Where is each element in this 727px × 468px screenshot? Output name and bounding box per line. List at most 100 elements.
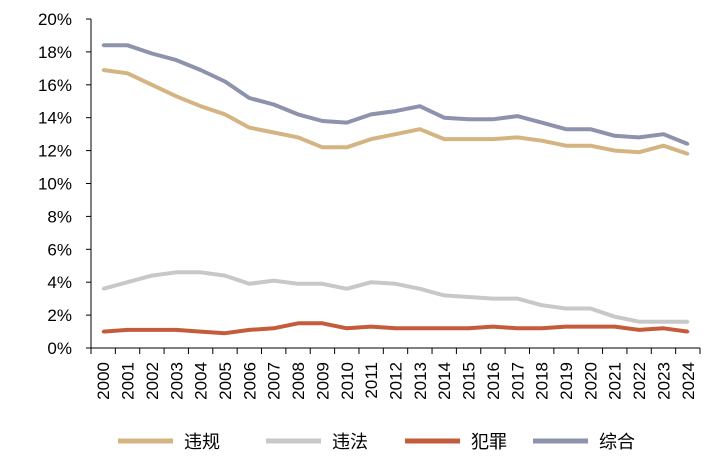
data-point bbox=[320, 145, 324, 149]
data-point bbox=[491, 137, 495, 141]
data-point bbox=[686, 330, 690, 334]
x-tick-label: 2015 bbox=[460, 362, 479, 400]
x-tick-label: 2024 bbox=[679, 362, 698, 400]
data-point bbox=[686, 152, 690, 156]
y-tick-label: 14% bbox=[38, 109, 72, 128]
x-tick-label: 2003 bbox=[167, 362, 186, 400]
data-point bbox=[199, 330, 203, 334]
x-tick-label: 2005 bbox=[216, 362, 235, 400]
data-point bbox=[272, 279, 276, 283]
data-point bbox=[613, 315, 617, 319]
legend-label-2: 犯罪 bbox=[471, 432, 507, 453]
x-tick-label: 2023 bbox=[654, 362, 673, 400]
y-tick-label: 16% bbox=[38, 76, 72, 95]
data-point bbox=[126, 71, 129, 75]
data-point bbox=[491, 117, 495, 121]
x-tick-label: 2009 bbox=[313, 362, 332, 400]
data-point bbox=[613, 134, 617, 138]
legend: 违规 违法 犯罪 综合 bbox=[118, 432, 635, 453]
data-point bbox=[272, 131, 276, 134]
data-point bbox=[272, 326, 276, 330]
data-point bbox=[223, 331, 227, 335]
data-point bbox=[345, 287, 349, 291]
data-point bbox=[540, 139, 544, 143]
y-tick-label: 12% bbox=[38, 142, 72, 161]
data-point bbox=[540, 303, 544, 307]
data-point bbox=[345, 145, 349, 149]
data-point bbox=[199, 68, 203, 72]
data-point bbox=[491, 325, 495, 329]
data-point bbox=[442, 116, 446, 120]
x-tick-label: 2004 bbox=[192, 362, 211, 400]
legend-label-1: 违法 bbox=[332, 432, 368, 453]
data-point bbox=[564, 144, 568, 148]
x-tick-label: 2022 bbox=[630, 362, 649, 400]
data-point bbox=[394, 109, 397, 113]
data-point bbox=[150, 52, 154, 55]
data-point bbox=[491, 297, 495, 301]
data-point bbox=[272, 103, 276, 106]
data-point bbox=[150, 274, 154, 278]
data-point bbox=[369, 325, 373, 329]
data-point bbox=[564, 307, 568, 310]
data-point bbox=[101, 330, 105, 334]
data-point bbox=[199, 270, 203, 274]
data-point bbox=[320, 282, 324, 286]
data-point bbox=[662, 144, 665, 148]
data-point bbox=[467, 295, 471, 299]
data-point bbox=[101, 68, 105, 72]
data-point bbox=[369, 280, 373, 284]
data-point bbox=[662, 326, 665, 330]
data-point bbox=[369, 112, 373, 116]
x-tick-label: 2020 bbox=[581, 362, 600, 400]
data-point bbox=[101, 287, 105, 291]
x-tick-label: 2001 bbox=[119, 362, 138, 400]
data-point bbox=[588, 325, 592, 329]
data-point bbox=[613, 325, 617, 329]
data-point bbox=[174, 270, 178, 274]
y-tick-label: 2% bbox=[47, 306, 72, 325]
data-point bbox=[588, 144, 592, 148]
data-point bbox=[588, 127, 592, 131]
data-point bbox=[394, 132, 397, 136]
series-line-3 bbox=[103, 43, 689, 146]
data-point bbox=[515, 135, 519, 139]
data-point bbox=[662, 132, 665, 136]
data-point bbox=[637, 320, 641, 324]
data-point bbox=[320, 119, 324, 123]
x-tick-label: 2012 bbox=[387, 362, 406, 400]
y-tick-label: 8% bbox=[47, 207, 72, 226]
y-tick-label: 4% bbox=[47, 273, 72, 292]
y-tick-label: 0% bbox=[47, 339, 72, 358]
x-tick-label: 2008 bbox=[289, 362, 308, 400]
data-point bbox=[174, 58, 178, 62]
data-point bbox=[564, 325, 568, 329]
data-point bbox=[467, 326, 471, 330]
data-point bbox=[126, 280, 129, 284]
data-point bbox=[296, 282, 300, 286]
data-point bbox=[515, 114, 519, 118]
data-point bbox=[540, 121, 544, 125]
x-tick-label: 2016 bbox=[484, 362, 503, 400]
data-point bbox=[515, 297, 519, 301]
data-point bbox=[126, 328, 129, 332]
data-point bbox=[442, 293, 446, 297]
axes: 0% 2% 4% 6% 8% 10% 12% 14% 16% 18% 20% 2000 2001 2002… bbox=[38, 10, 701, 400]
data-point bbox=[223, 112, 227, 116]
x-tick-label: 2006 bbox=[240, 362, 259, 400]
data-point bbox=[345, 121, 349, 125]
x-tick-label: 2019 bbox=[557, 362, 576, 400]
series-lines bbox=[101, 43, 690, 336]
data-point bbox=[418, 287, 422, 291]
data-point bbox=[467, 117, 471, 121]
data-point bbox=[223, 274, 227, 278]
data-point bbox=[637, 150, 641, 154]
data-point bbox=[320, 321, 324, 325]
data-point bbox=[686, 320, 690, 324]
data-point bbox=[126, 43, 129, 47]
x-tick-label: 2014 bbox=[435, 362, 454, 400]
data-point bbox=[101, 43, 105, 47]
data-point bbox=[150, 328, 154, 332]
x-tick-label: 2000 bbox=[94, 362, 113, 400]
